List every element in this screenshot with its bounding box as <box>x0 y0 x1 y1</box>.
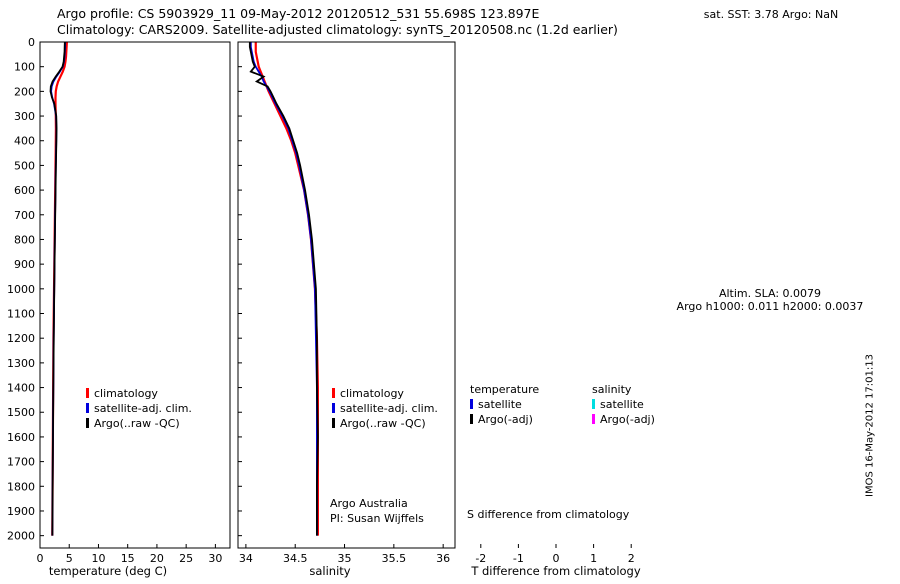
svg-text:1300: 1300 <box>7 357 35 370</box>
svg-text:1600: 1600 <box>7 431 35 444</box>
legend-item: satellite <box>592 397 655 412</box>
legend-item: climatology <box>86 386 192 401</box>
svg-text:1200: 1200 <box>7 332 35 345</box>
altimetry-title-line2: Argo h1000: 0.011 h2000: 0.0037 <box>676 300 864 313</box>
figure-title-line1: Argo profile: CS 5903929_11 09-May-2012 … <box>57 6 540 21</box>
legend-label: Argo(-adj) <box>478 413 533 426</box>
svg-text:0: 0 <box>37 552 44 565</box>
legend-label: satellite <box>478 398 522 411</box>
svg-text:20: 20 <box>150 552 164 565</box>
argo-raw-line-swatch <box>86 418 89 428</box>
difference-legend-temperature-column: temperature satellite Argo(-adj) <box>470 382 539 427</box>
svg-text:1900: 1900 <box>7 505 35 518</box>
salinity-profile-climatology-line <box>254 42 319 536</box>
legend-item: satellite-adj. clim. <box>86 401 192 416</box>
legend-label: satellite <box>600 398 644 411</box>
legend-label: satellite-adj. clim. <box>340 402 438 415</box>
svg-text:1400: 1400 <box>7 382 35 395</box>
svg-text:36: 36 <box>436 552 450 565</box>
legend-label: Argo(..raw -QC) <box>340 417 426 430</box>
legend-item: Argo(..raw -QC) <box>332 416 438 431</box>
temperature-profile: 0 5 10 15 20 25 300100200300400500600700800900… <box>7 36 231 565</box>
annotation-line: PI: Susan Wijffels <box>330 512 424 525</box>
svg-text:700: 700 <box>14 209 35 222</box>
legend-item: Argo(-adj) <box>470 412 539 427</box>
satellite-sdiff-line-swatch <box>592 399 595 409</box>
svg-text:1800: 1800 <box>7 480 35 493</box>
legend-label: Argo(..raw -QC) <box>94 417 180 430</box>
salinity-profile-frame <box>237 41 456 549</box>
sst-map-title: sat. SST: 3.78 Argo: NaN <box>703 8 839 21</box>
s-difference-axis-label: S difference from climatology <box>467 508 630 521</box>
svg-text:1100: 1100 <box>7 308 35 321</box>
temperature-profile-argo-raw-qc--line <box>49 41 66 536</box>
legend-item: satellite <box>470 397 539 412</box>
svg-text:25: 25 <box>179 552 193 565</box>
argo-adj-sdiff-line-swatch <box>592 414 595 424</box>
legend-label: Argo(-adj) <box>600 413 655 426</box>
legend-label: climatology <box>94 387 158 400</box>
svg-text:300: 300 <box>14 110 35 123</box>
legend-item: Argo(..raw -QC) <box>86 416 192 431</box>
svg-text:34: 34 <box>239 552 253 565</box>
svg-text:900: 900 <box>14 258 35 271</box>
svg-text:1: 1 <box>590 552 597 565</box>
salinity-profile: 34 34.5 35 35.5 36 <box>237 41 456 565</box>
t-difference-axis-label: T difference from climatology <box>471 564 641 578</box>
svg-text:35: 35 <box>338 552 352 565</box>
temperature-legend: climatology satellite-adj. clim. Argo(..… <box>86 386 192 431</box>
legend-item: Argo(-adj) <box>592 412 655 427</box>
svg-text:10: 10 <box>91 552 105 565</box>
svg-text:2000: 2000 <box>7 530 35 543</box>
temperature-profile-frame <box>39 41 231 549</box>
satellite-tdiff-line-swatch <box>470 399 473 409</box>
svg-text:100: 100 <box>14 61 35 74</box>
satellite-adj-clim-line-swatch <box>86 403 89 413</box>
salinity-profile-argo-raw-qc--line <box>248 42 319 536</box>
legend-item: climatology <box>332 386 438 401</box>
svg-text:1000: 1000 <box>7 283 35 296</box>
legend-header: salinity <box>592 383 632 396</box>
annotation-line: Argo Australia <box>330 497 408 510</box>
difference-profile: -2 -1 0 1 2 <box>475 544 635 565</box>
svg-text:1700: 1700 <box>7 456 35 469</box>
svg-text:-2: -2 <box>475 552 486 565</box>
argo-adj-tdiff-line-swatch <box>470 414 473 424</box>
difference-legend: temperature satellite Argo(-adj) salinit… <box>468 382 655 442</box>
svg-text:30: 30 <box>208 552 222 565</box>
svg-text:1500: 1500 <box>7 406 35 419</box>
svg-text:500: 500 <box>14 159 35 172</box>
svg-text:35.5: 35.5 <box>382 552 407 565</box>
svg-text:600: 600 <box>14 184 35 197</box>
svg-text:15: 15 <box>121 552 135 565</box>
svg-text:0: 0 <box>28 36 35 49</box>
satellite-adj-clim-line-swatch <box>332 403 335 413</box>
svg-text:2: 2 <box>628 552 635 565</box>
legend-item: satellite-adj. clim. <box>332 401 438 416</box>
imos-timestamp-watermark: IMOS 16-May-2012 17:01:13 <box>864 354 876 497</box>
salinity-axis-label: salinity <box>309 564 351 578</box>
salinity-legend: climatology satellite-adj. clim. Argo(..… <box>332 386 438 431</box>
temperature-axis-label: temperature (deg C) <box>48 564 168 578</box>
climatology-line-swatch <box>332 388 335 398</box>
altimetry-title-line1: Altim. SLA: 0.0079 <box>718 287 822 300</box>
svg-text:-1: -1 <box>513 552 524 565</box>
svg-text:5: 5 <box>66 552 73 565</box>
svg-text:0: 0 <box>553 552 560 565</box>
legend-header: temperature <box>470 383 540 396</box>
legend-label: climatology <box>340 387 404 400</box>
data-source-annotation: Argo Australia PI: Susan Wijffels <box>330 496 424 526</box>
svg-text:400: 400 <box>14 135 35 148</box>
svg-text:34.5: 34.5 <box>283 552 308 565</box>
climatology-line-swatch <box>86 388 89 398</box>
svg-text:800: 800 <box>14 233 35 246</box>
legend-label: satellite-adj. clim. <box>94 402 192 415</box>
figure-title-line2: Climatology: CARS2009. Satellite-adjuste… <box>57 22 618 37</box>
argo-raw-line-swatch <box>332 418 335 428</box>
difference-legend-salinity-column: salinity satellite Argo(-adj) <box>592 382 655 427</box>
svg-text:200: 200 <box>14 85 35 98</box>
